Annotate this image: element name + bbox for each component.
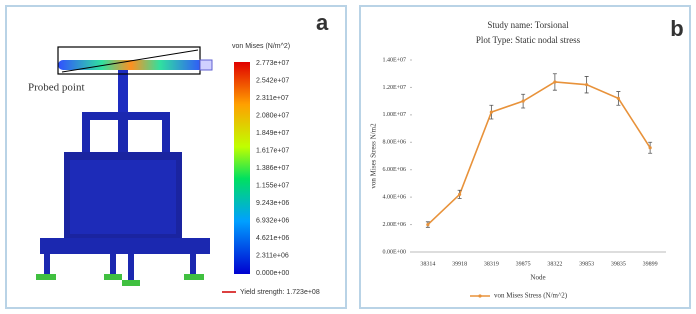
y-tick-label: 1.40E+07	[382, 57, 406, 63]
colorbar	[234, 62, 250, 274]
x-axis-label: Node	[530, 274, 545, 282]
colorbar-label: 2.311e+06	[256, 252, 289, 259]
colorbar-label: 1.386e+07	[256, 165, 289, 172]
y-tick-label: 6.00E+06	[382, 167, 406, 173]
colorbar-label: 1.849e+07	[256, 130, 289, 137]
x-tick-label: 38319	[484, 261, 499, 267]
point	[490, 111, 493, 114]
y-tick-label: 4.00E+06	[382, 195, 406, 201]
x-tick-label: 38322	[547, 261, 562, 267]
colorbar-label: 6.932e+06	[256, 217, 289, 224]
colorbar-label: 9.243e+06	[256, 200, 289, 207]
colorbar-label: 2.773e+07	[256, 60, 289, 67]
colorbar-label: 2.311e+07	[256, 95, 289, 102]
point	[458, 193, 461, 196]
x-tick-label: 39835	[611, 261, 626, 267]
x-tick-label: 39875	[516, 261, 531, 267]
point	[522, 100, 525, 103]
chart-title: Study name: Torsional	[487, 20, 569, 30]
annotation: Probed point	[28, 82, 85, 94]
legend-marker	[478, 294, 481, 297]
x-tick-label: 39853	[579, 261, 594, 267]
point	[649, 146, 652, 149]
legend-label: von Mises Stress (N/m^2)	[494, 292, 568, 300]
colorbar-label: 2.542e+07	[256, 77, 289, 84]
colorbar-label: 1.155e+07	[256, 182, 289, 189]
figure: a Probed point von Mises (N/m^2) Yield s…	[0, 0, 696, 314]
yield-note: Yield strength: 1.723e+08	[240, 289, 320, 296]
y-tick-label: 1.20E+07	[382, 85, 406, 91]
colorbar-label: 4.621e+06	[256, 235, 289, 242]
chart-subtitle: Plot Type: Static nodal stress	[476, 35, 581, 45]
y-axis-label: von Mises Stress N/m2	[370, 123, 378, 189]
x-tick-label: 38314	[420, 261, 435, 267]
y-tick-label: 8.00E+06	[382, 140, 406, 146]
colorbar-label: 0.000e+00	[256, 270, 289, 277]
point	[426, 223, 429, 226]
point	[553, 80, 556, 83]
panel-label: b	[670, 16, 683, 41]
y-tick-label: 2.00E+06	[382, 222, 406, 228]
colorbar-label: 1.617e+07	[256, 147, 289, 154]
colorbar-title: von Mises (N/m^2)	[232, 43, 290, 50]
point	[617, 97, 620, 100]
point	[585, 83, 588, 86]
x-tick-label: 39899	[643, 261, 658, 267]
x-tick-label: 39918	[452, 261, 467, 267]
panel-label: a	[316, 10, 329, 35]
colorbar-label: 2.080e+07	[256, 112, 289, 119]
y-tick-label: 0.00E+00	[382, 249, 406, 255]
y-tick-label: 1.00E+07	[382, 112, 406, 118]
